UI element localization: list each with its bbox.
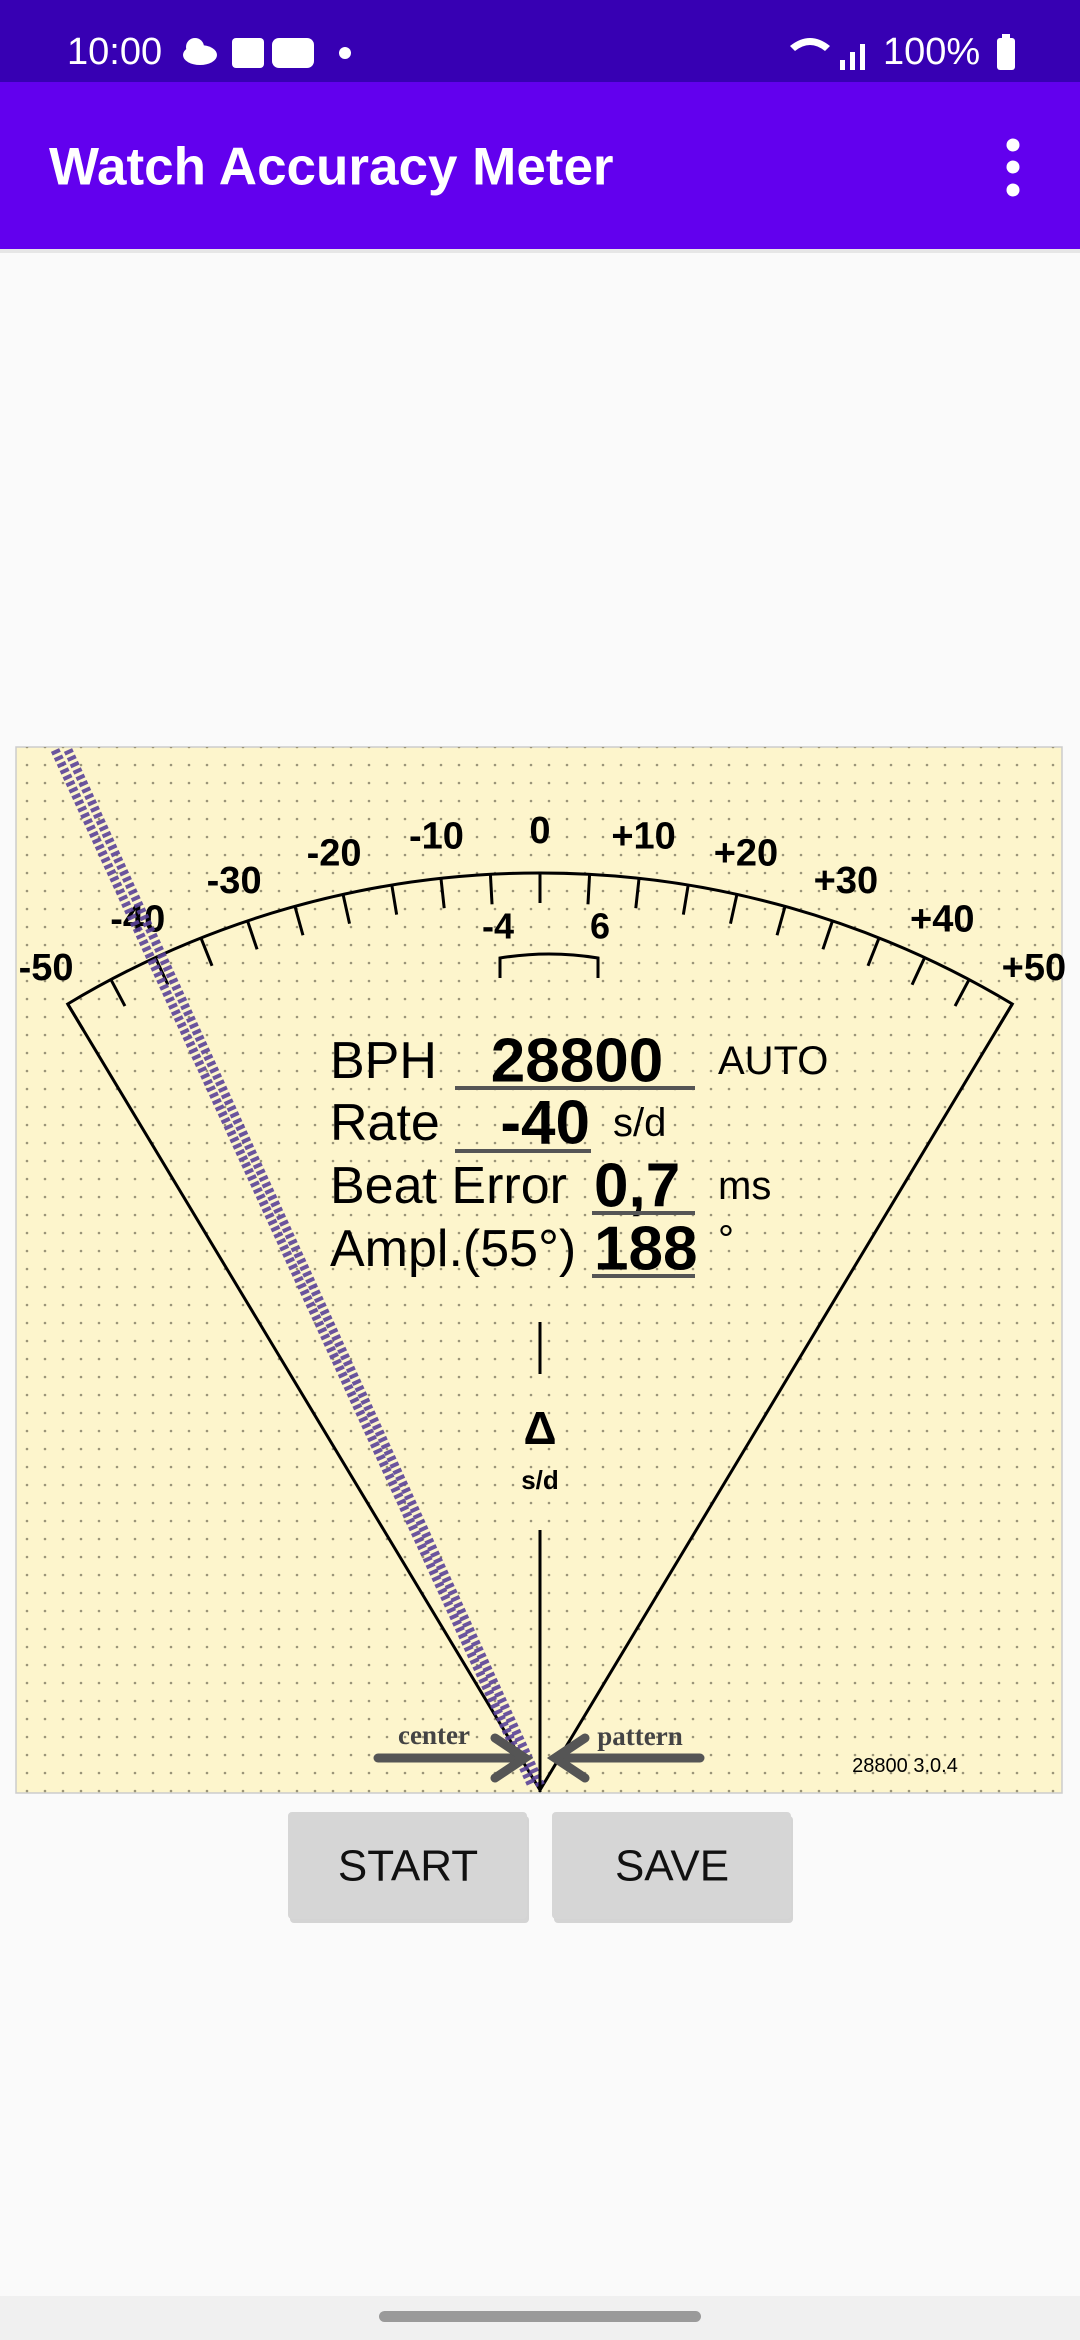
reading-unit: AUTO xyxy=(718,1039,828,1083)
scale-tick xyxy=(634,878,641,909)
scale-label: +20 xyxy=(714,832,778,874)
center-label: center xyxy=(398,1720,470,1750)
window-label: -4 xyxy=(482,906,514,947)
reading-unit: ms xyxy=(718,1164,771,1208)
pattern-label: pattern xyxy=(597,1721,682,1751)
alignment-arrows xyxy=(373,1733,705,1783)
scale-tick xyxy=(109,978,127,1007)
version-label: 28800 3.0.4 xyxy=(852,1755,958,1777)
overflow-menu[interactable] xyxy=(1006,138,1020,197)
scale-tick xyxy=(390,884,399,915)
scale-label: -10 xyxy=(409,816,464,858)
status-bar xyxy=(0,0,1080,82)
scale-tick xyxy=(866,937,881,967)
scale-label: +30 xyxy=(814,860,878,902)
scale-tick xyxy=(293,905,305,936)
scale-tick xyxy=(681,884,690,915)
save-button[interactable]: SAVE xyxy=(552,1812,793,1923)
readings: BPH 28800 AUTO Rate -40 s/d Beat Error 0… xyxy=(330,1027,828,1284)
scale-label: -20 xyxy=(307,832,362,874)
app-bar-shadow xyxy=(0,249,1080,253)
scale-tick xyxy=(488,874,494,905)
window-label: 6 xyxy=(590,906,610,947)
status-time: 10:00 xyxy=(67,31,162,73)
status-battery: 100% xyxy=(883,31,980,73)
scale-label: 0 xyxy=(529,810,550,852)
trace xyxy=(50,748,546,1788)
reading-value: 188 xyxy=(594,1215,697,1284)
scale-tick xyxy=(66,1003,85,1031)
scale-tick xyxy=(821,920,834,950)
scale-label: +50 xyxy=(1002,947,1066,989)
delta-unit: s/d xyxy=(521,1465,559,1495)
scale-tick xyxy=(246,920,259,950)
delta-symbol: Δ xyxy=(523,1402,556,1454)
scale-tick xyxy=(910,956,926,986)
reading-unit: s/d xyxy=(613,1101,666,1145)
gauge: -50 -40 -30 -20 -10 0 +10 +20 +30 +40 +50 xyxy=(19,810,1066,1793)
reading-value: 0,7 xyxy=(594,1152,680,1221)
scale-label: +40 xyxy=(910,898,974,940)
reading-value: 28800 xyxy=(491,1027,663,1096)
status-icons xyxy=(183,34,1015,70)
app-bar xyxy=(0,82,1080,249)
button-label[interactable]: START xyxy=(338,1842,478,1891)
scale-tick xyxy=(586,874,592,905)
scale-tick xyxy=(729,894,739,925)
scale-label: +10 xyxy=(611,816,675,858)
scale-tick xyxy=(199,937,214,967)
reading-label: Ampl.(55°) xyxy=(330,1220,576,1278)
start-button[interactable]: START xyxy=(288,1812,529,1923)
reading-label: Beat Error xyxy=(330,1157,567,1215)
scale-tick xyxy=(775,905,787,936)
scale-tick xyxy=(995,1003,1014,1031)
reading-value: -40 xyxy=(500,1089,590,1158)
scale-label: -50 xyxy=(19,947,74,989)
window-bracket xyxy=(498,952,600,978)
reading-label: BPH xyxy=(330,1032,437,1090)
scale-tick xyxy=(341,894,351,925)
reading-unit: ° xyxy=(718,1218,734,1262)
scale-label: -30 xyxy=(207,860,262,902)
button-label[interactable]: SAVE xyxy=(615,1842,729,1891)
home-handle[interactable] xyxy=(379,2311,701,2322)
app-title: Watch Accuracy Meter xyxy=(49,138,614,197)
scale-tick xyxy=(953,978,971,1007)
reading-label: Rate xyxy=(330,1094,440,1152)
scale-tick xyxy=(439,878,446,909)
